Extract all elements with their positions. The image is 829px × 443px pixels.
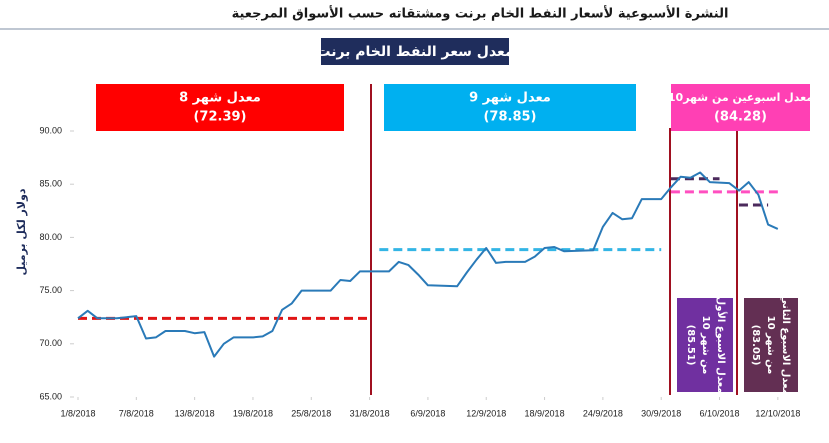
average-value: (84.28) — [714, 110, 767, 125]
y-tick-label: 70.00 — [39, 338, 62, 348]
average-label: (85.51) — [685, 325, 696, 366]
average-box — [96, 84, 344, 131]
average-label: (83.05) — [750, 325, 761, 366]
average-label: معدل الاسبوع الثاني — [780, 295, 791, 395]
average-label: معدل اسبوعين من شهر10 — [668, 91, 813, 104]
x-tick-label: 7/8/2018 — [119, 408, 154, 418]
y-tick-label: 80.00 — [39, 232, 62, 242]
average-box — [384, 84, 636, 131]
average-value: (72.39) — [193, 110, 246, 125]
x-tick-label: 19/8/2018 — [233, 408, 273, 418]
average-value: (78.85) — [483, 110, 536, 125]
average-label: من شهر 10 — [765, 316, 776, 375]
y-tick-label: 75.00 — [39, 285, 62, 295]
average-label: معدل شهر 9 — [469, 91, 551, 106]
x-tick-label: 6/9/2018 — [410, 408, 445, 418]
average-box — [671, 84, 810, 131]
x-tick-label: 25/8/2018 — [291, 408, 331, 418]
y-tick-label: 65.00 — [39, 391, 62, 401]
x-tick-label: 18/9/2018 — [525, 408, 565, 418]
x-tick-label: 13/8/2018 — [175, 408, 215, 418]
subtitle-box — [321, 38, 509, 65]
average-label: من شهر 10 — [700, 316, 711, 375]
x-tick-label: 30/9/2018 — [641, 408, 681, 418]
x-tick-label: 1/8/2018 — [60, 408, 95, 418]
subtitle: معدل سعر النفط الخام برنت — [316, 44, 513, 60]
y-tick-label: 85.00 — [39, 179, 62, 189]
x-tick-label: 31/8/2018 — [350, 408, 390, 418]
y-tick-label: 90.00 — [39, 125, 62, 135]
average-label: معدل شهر 8 — [179, 91, 261, 106]
price-line — [77, 171, 779, 358]
x-tick-label: 24/9/2018 — [583, 408, 623, 418]
y-axis-title: دولار لكل برميل — [15, 188, 28, 275]
x-tick-label: 12/9/2018 — [466, 408, 506, 418]
header-title: النشرة الأسبوعية لأسعار النفط الخام برنت… — [232, 5, 729, 22]
x-tick-label: 6/10/2018 — [699, 408, 739, 418]
average-box — [744, 298, 798, 392]
average-box — [677, 298, 733, 392]
x-tick-label: 12/10/2018 — [755, 408, 800, 418]
average-label: معدل الاسبوع الأول — [715, 297, 728, 394]
